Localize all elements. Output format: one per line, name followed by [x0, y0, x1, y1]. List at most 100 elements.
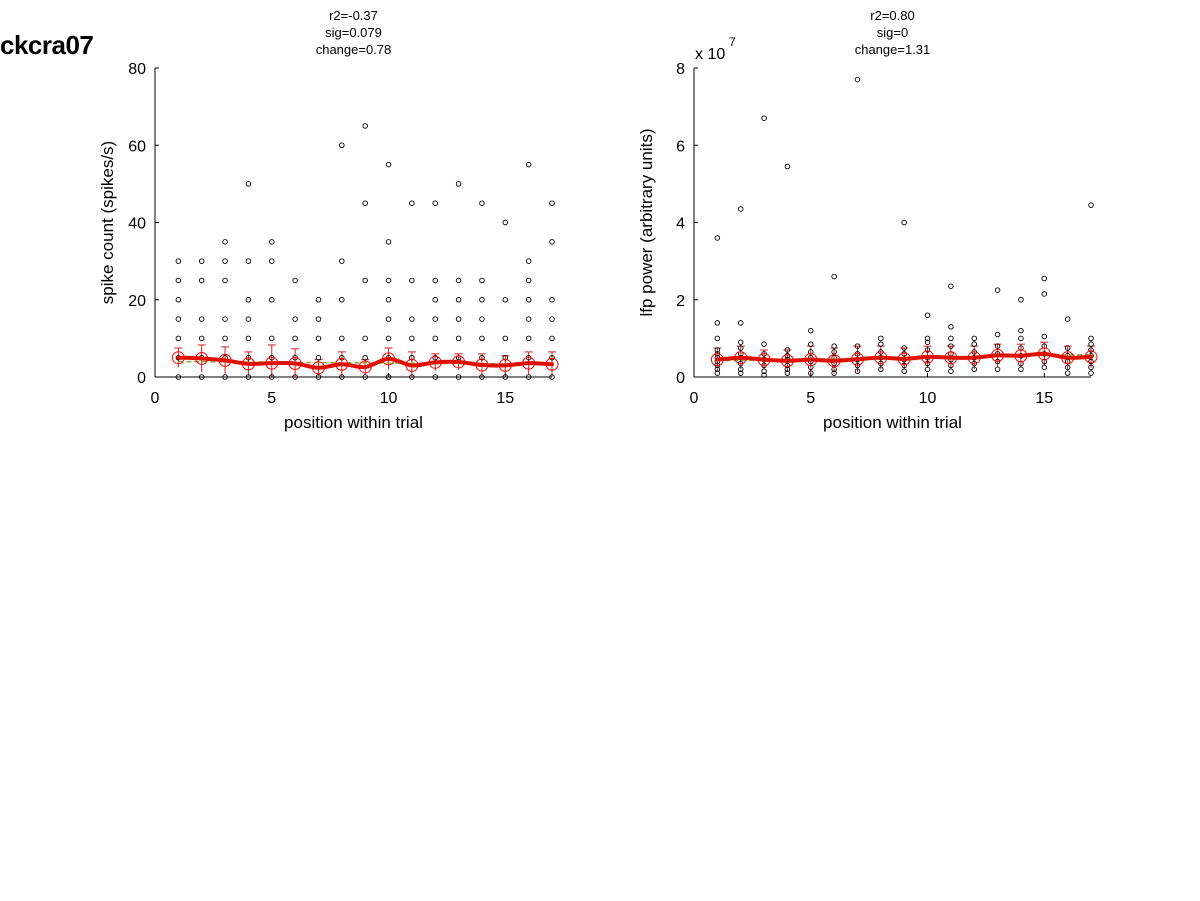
data-point	[737, 339, 744, 345]
data-point	[808, 370, 814, 376]
data-point	[339, 354, 345, 361]
x-tick-label: 10	[380, 390, 398, 407]
data-point	[245, 181, 252, 187]
data-point	[245, 374, 252, 380]
x-tick-label: 5	[267, 390, 276, 407]
data-point	[1088, 341, 1094, 347]
data-point	[292, 335, 298, 342]
data-point	[479, 277, 485, 284]
data-point	[549, 200, 555, 206]
data-point	[784, 362, 791, 369]
data-point	[222, 374, 228, 380]
y-tick-label: 40	[128, 216, 146, 233]
data-point	[175, 277, 182, 284]
mean-marker	[522, 356, 536, 370]
data-point	[525, 258, 532, 264]
data-point	[1018, 360, 1024, 367]
data-point	[245, 335, 252, 342]
data-point	[1064, 345, 1071, 351]
data-point	[269, 239, 275, 245]
data-point	[714, 370, 721, 376]
data-point	[971, 335, 977, 342]
data-point	[1064, 370, 1071, 376]
mean-marker	[757, 353, 771, 367]
y-exponent-power: 7	[729, 35, 736, 49]
data-point	[714, 320, 721, 326]
data-point	[409, 277, 415, 284]
mean-marker	[335, 357, 349, 371]
y-tick-label: 4	[676, 216, 685, 233]
data-point	[901, 362, 907, 369]
data-point	[1041, 364, 1048, 371]
data-point	[292, 277, 298, 284]
mean-marker	[498, 358, 512, 372]
data-point	[339, 374, 345, 380]
data-point	[455, 297, 462, 303]
data-point	[737, 370, 744, 376]
data-point	[971, 366, 977, 373]
data-point	[269, 374, 275, 380]
data-point	[432, 277, 438, 284]
mean-marker	[850, 352, 864, 366]
data-point	[198, 335, 205, 342]
data-point	[479, 335, 485, 342]
y-tick-label: 0	[137, 370, 146, 387]
mean-marker	[241, 357, 255, 371]
data-point	[385, 316, 392, 322]
data-point	[784, 347, 791, 353]
data-point	[479, 297, 485, 303]
data-point	[549, 354, 555, 361]
data-point	[175, 335, 182, 342]
data-point	[432, 200, 438, 206]
data-point	[1041, 358, 1048, 365]
mean-marker	[1084, 350, 1098, 364]
data-point	[1018, 345, 1024, 351]
data-point	[1041, 275, 1048, 282]
data-point	[198, 374, 205, 380]
data-point	[339, 335, 345, 342]
data-point	[831, 273, 837, 280]
y-tick-label: 80	[128, 61, 146, 78]
data-point	[948, 335, 954, 342]
data-point	[479, 200, 485, 206]
data-point	[549, 374, 555, 380]
data-point	[549, 335, 555, 342]
data-point	[315, 374, 322, 380]
y-axis-label: lfp power (arbitrary units)	[637, 128, 656, 316]
chart-panel-2: 0 5 10 15 0 2 4 6 8 position within trial lfp powe…	[637, 8, 1098, 432]
mean-marker	[944, 351, 958, 365]
mean-marker	[734, 351, 748, 365]
data-point	[525, 374, 532, 380]
data-point	[994, 358, 1001, 365]
data-point	[924, 335, 931, 342]
x-tick-label: 0	[151, 390, 160, 407]
trend-fit-line	[178, 360, 553, 366]
data-point	[502, 335, 509, 342]
data-point	[362, 374, 368, 380]
mean-marker	[171, 351, 185, 365]
data-point	[455, 316, 462, 322]
data-point	[479, 374, 485, 380]
y-tick-label: 0	[676, 370, 685, 387]
data-point	[175, 258, 182, 264]
data-point	[175, 297, 182, 303]
mean-marker	[545, 357, 559, 371]
data-point	[502, 374, 509, 380]
data-point	[924, 360, 931, 367]
data-point	[924, 339, 931, 345]
data-point	[385, 161, 392, 168]
data-point	[808, 341, 814, 347]
data-point	[714, 347, 721, 353]
data-point	[1018, 335, 1024, 342]
data-point	[761, 368, 767, 374]
y-axis-label: spike count (spikes/s)	[98, 141, 117, 304]
mean-marker	[897, 352, 911, 366]
mean-marker	[288, 356, 302, 370]
mean-marker	[265, 356, 279, 370]
data-point	[1018, 366, 1024, 373]
data-point	[269, 297, 275, 303]
mean-marker	[428, 355, 442, 369]
mean-marker	[1061, 351, 1075, 365]
data-point	[971, 341, 977, 347]
